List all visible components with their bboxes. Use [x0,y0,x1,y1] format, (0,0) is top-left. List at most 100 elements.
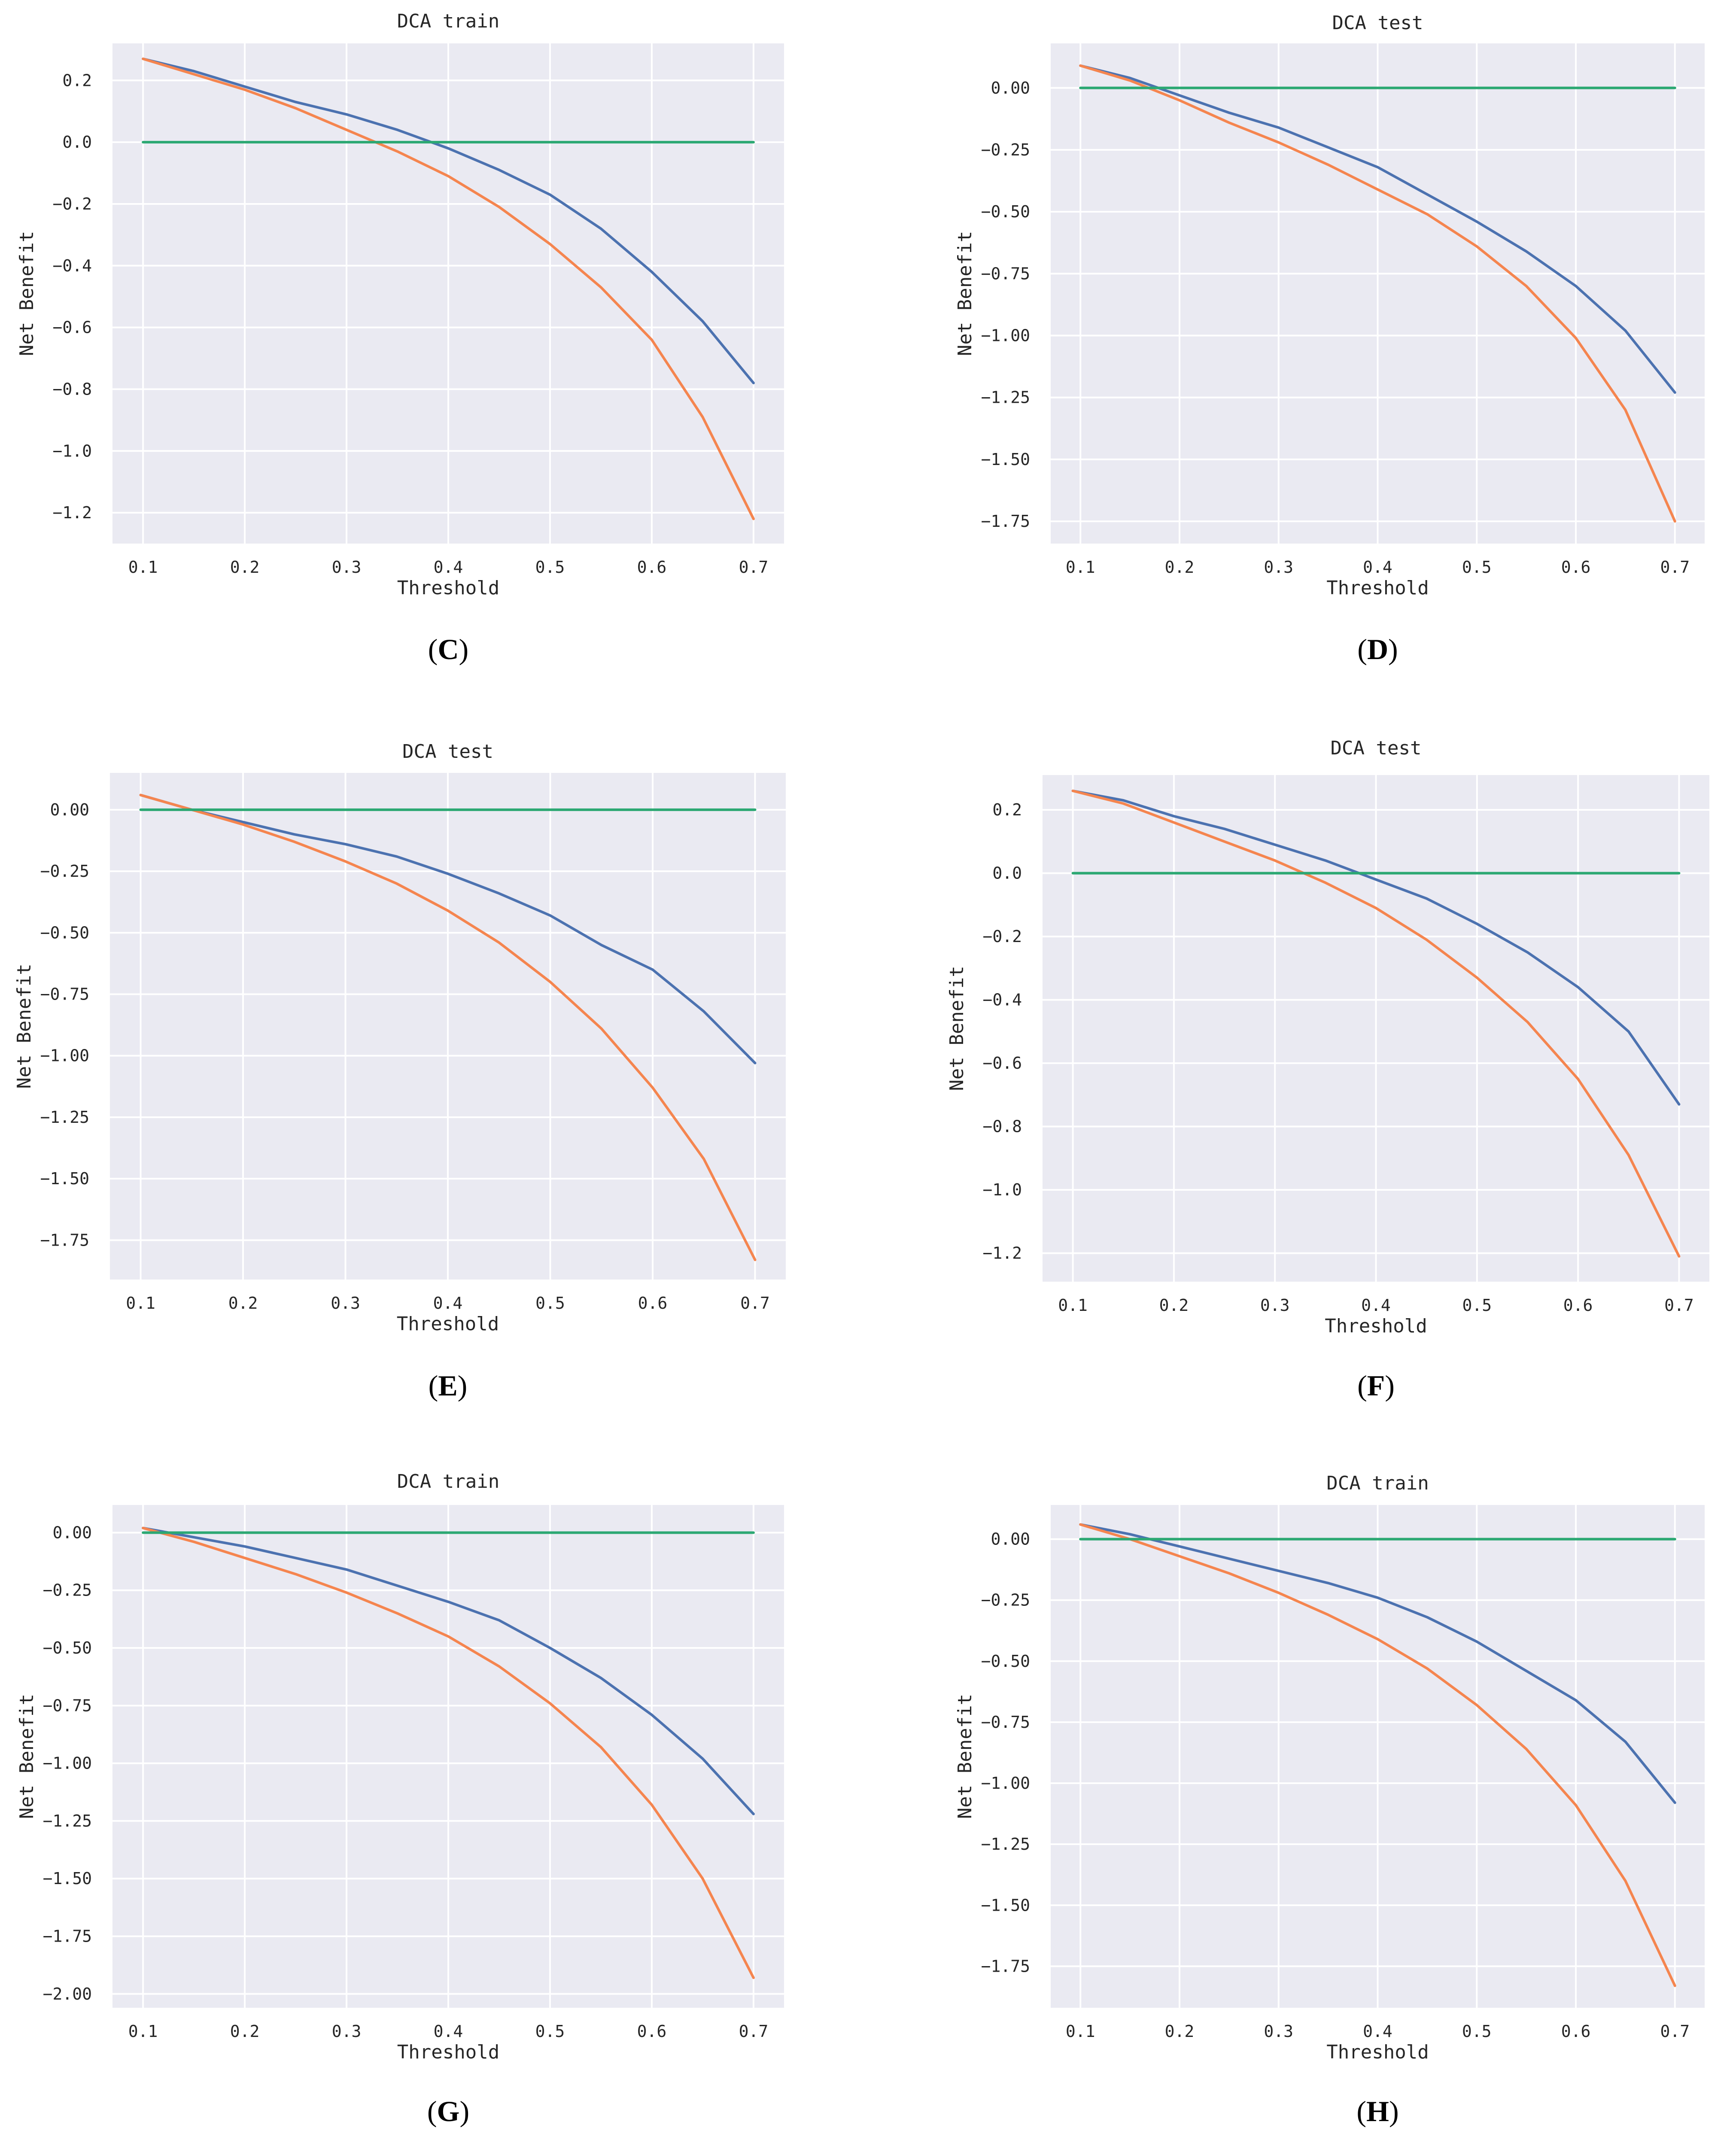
x-tick-label: 0.6 [1563,1296,1593,1315]
x-tick-label: 0.5 [1462,558,1492,577]
y-axis-label: Net Benefit [946,966,968,1091]
caption-open-paren: ( [427,2095,437,2128]
y-tick-label: −0.50 [40,923,89,942]
x-tick-label: 0.4 [434,558,463,577]
x-tick-label: 0.1 [1066,558,1095,577]
chart-title: DCA train [397,10,499,32]
chart-title: DCA train [397,1471,499,1493]
series-line-treat-all [1079,1523,1676,1987]
series-line-model [1079,64,1676,394]
caption-letter: E [438,1369,457,1402]
y-tick-label: −0.2 [52,195,92,213]
x-tick-label: 0.1 [1066,2022,1095,2041]
y-tick-label: −1.75 [40,1231,89,1249]
y-tick-label: 0.00 [991,79,1030,97]
x-tick-label: 0.1 [1058,1296,1088,1315]
series-line-model [1071,789,1681,1106]
x-tick-label: 0.6 [637,2022,667,2041]
x-tick-label: 0.2 [1165,2022,1195,2041]
x-tick-label: 0.7 [1660,558,1690,577]
x-tick-label: 0.3 [1260,1296,1290,1315]
y-tick-label: −1.00 [40,1046,89,1065]
panel-caption: (G) [427,2095,469,2128]
caption-letter: G [437,2095,460,2128]
x-axis-label: Threshold [397,2041,499,2063]
chart-title: DCA test [402,741,493,763]
y-axis-label: Net Benefit [13,964,35,1088]
y-tick-label: −2.00 [43,1985,92,2003]
series-line-treat-all [1079,64,1676,523]
y-tick-label: −0.25 [40,862,89,881]
chart-title: DCA test [1331,737,1422,759]
caption-close-paren: ) [1388,633,1398,666]
caption-close-paren: ) [459,2095,469,2128]
x-tick-label: 0.2 [1165,558,1195,577]
y-tick-label: −1.2 [982,1244,1022,1263]
caption-open-paren: ( [428,633,438,666]
y-tick-label: −1.0 [982,1180,1022,1199]
caption-letter: D [1367,633,1388,666]
x-tick-label: 0.7 [739,2022,769,2041]
panel-caption: (C) [428,633,468,666]
panel-caption: (D) [1357,633,1398,666]
x-tick-label: 0.5 [1462,1296,1492,1315]
x-tick-label: 0.5 [535,1294,565,1313]
y-tick-label: −1.00 [981,1774,1030,1793]
y-tick-label: −1.50 [981,1896,1030,1915]
y-tick-label: −0.2 [982,927,1022,946]
chart-panel-d: 0.00 −0.25 −0.50 −0.75 −1.00 −1.25 −1.50 −1.75 0… [954,12,1705,666]
y-tick-label: −0.75 [981,1713,1030,1732]
chart-title: DCA train [1326,1472,1429,1494]
series-line-treat-all [1071,789,1681,1258]
y-axis-label: Net Benefit [954,1694,976,1819]
y-tick-label: −1.00 [981,326,1030,345]
y-tick-label: −0.4 [52,256,92,275]
x-tick-label: 0.6 [637,558,667,577]
panel-caption: (F) [1357,1369,1395,1402]
y-tick-label: −0.8 [52,380,92,398]
y-tick-label: −1.50 [43,1869,92,1888]
y-tick-label: −0.50 [981,202,1030,221]
y-tick-label: −0.75 [40,985,89,1004]
chart-panel-c: 0.2 0.0 −0.2 −0.4 −0.6 −0.8 −1.0 −1.2 0.1 0.2 0.3 0… [16,10,784,666]
y-axis-label: Net Benefit [16,1694,38,1819]
y-tick-label: −1.2 [52,503,92,522]
series-line-treat-all [142,58,755,520]
y-tick-label: −0.8 [982,1117,1022,1136]
y-tick-label: 0.00 [52,1523,92,1542]
y-tick-label: −0.50 [43,1638,92,1657]
x-tick-label: 0.2 [230,558,260,577]
y-tick-label: −1.50 [981,450,1030,469]
caption-close-paren: ) [1385,1369,1395,1402]
caption-close-paren: ) [458,1369,468,1402]
x-tick-label: 0.3 [1264,558,1293,577]
y-tick-label: −0.75 [981,264,1030,283]
caption-close-paren: ) [1389,2095,1399,2128]
x-axis-label: Threshold [397,577,499,599]
chart-title: DCA test [1332,12,1423,34]
y-axis-label: Net Benefit [16,231,38,356]
y-tick-label: −0.50 [981,1652,1030,1671]
y-tick-label: −0.25 [43,1581,92,1600]
y-tick-label: 0.00 [50,800,89,819]
caption-letter: F [1367,1369,1385,1402]
caption-open-paren: ( [1357,1369,1367,1402]
y-tick-label: 0.2 [62,71,92,90]
y-tick-label: −0.25 [981,140,1030,159]
x-tick-label: 0.6 [1561,558,1591,577]
x-tick-label: 0.4 [1363,558,1392,577]
y-tick-label: −1.25 [40,1108,89,1127]
x-tick-label: 0.2 [230,2022,260,2041]
series-line-model [1079,1523,1676,1804]
x-tick-label: 0.2 [228,1294,258,1313]
x-tick-label: 0.4 [1361,1296,1391,1315]
series-line-treat-all [139,793,757,1261]
y-tick-label: −1.25 [981,1835,1030,1854]
panel-caption: (H) [1356,2095,1399,2128]
y-tick-label: 0.0 [992,864,1022,883]
y-tick-label: −1.75 [43,1927,92,1945]
y-tick-label: 0.00 [991,1530,1030,1549]
x-tick-label: 0.1 [128,558,158,577]
chart-panel-e: 0.00 −0.25 −0.50 −0.75 −1.00 −1.25 −1.50 −1.75 0… [13,741,786,1402]
